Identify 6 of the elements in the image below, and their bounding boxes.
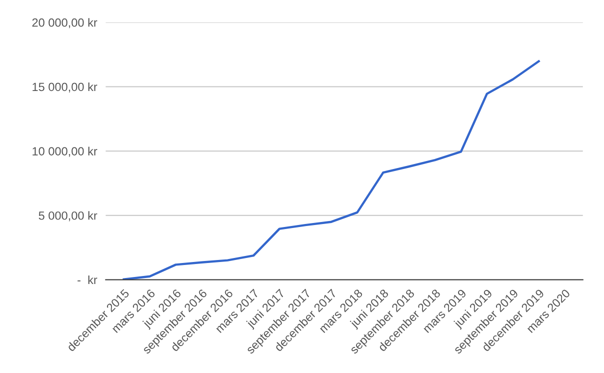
y-tick-label: 5 000,00 kr	[38, 211, 98, 222]
y-tick-label: - kr	[78, 275, 98, 284]
y-tick-label: 15 000,00 kr	[32, 82, 98, 93]
y-tick-label: 10 000,00 kr	[32, 146, 98, 157]
line-series	[122, 60, 540, 280]
y-tick-label: 20 000,00 kr	[32, 18, 98, 28]
